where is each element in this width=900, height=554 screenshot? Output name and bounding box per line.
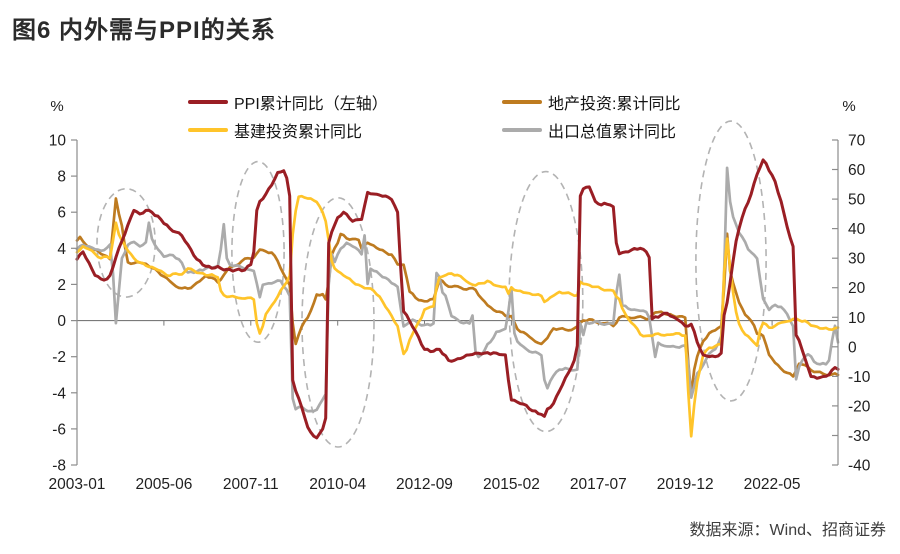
right-tick-label: 20 xyxy=(848,280,866,297)
right-tick-label: 70 xyxy=(848,133,866,150)
highlight-ellipse xyxy=(301,196,375,448)
right-tick-label: -30 xyxy=(848,428,871,445)
x-tick-label: 2003-01 xyxy=(49,476,106,493)
legend-label-ppi: PPI累计同比（左轴） xyxy=(234,96,388,113)
series-line-2 xyxy=(75,194,840,438)
left-tick-label: -2 xyxy=(52,349,66,366)
legend-swatch-ppi xyxy=(188,100,228,104)
series-line-3 xyxy=(75,166,840,413)
x-tick-label: 2010-04 xyxy=(309,476,366,493)
right-tick-label: -40 xyxy=(848,458,871,475)
x-tick-label: 2015-02 xyxy=(483,476,540,493)
highlight-ellipse xyxy=(231,160,285,343)
series-line-0 xyxy=(75,158,840,440)
legend-item-exports: 出口总值累计同比 xyxy=(502,118,676,142)
right-tick-label: 40 xyxy=(848,221,866,238)
left-tick-label: 4 xyxy=(57,241,66,258)
legend-swatch-infrastructure xyxy=(188,128,228,132)
left-tick-label: -6 xyxy=(52,421,66,438)
right-tick-label: -20 xyxy=(848,398,871,415)
left-tick-label: -4 xyxy=(52,385,66,402)
legend-label-exports: 出口总值累计同比 xyxy=(548,124,677,141)
series-line-1 xyxy=(75,197,840,397)
right-tick-label: 0 xyxy=(848,339,857,356)
left-tick-label: 8 xyxy=(57,169,66,186)
left-tick-label: 10 xyxy=(49,133,67,150)
legend-swatch-exports xyxy=(502,128,542,132)
left-tick-label: 0 xyxy=(57,313,66,330)
x-tick-label: 2017-07 xyxy=(570,476,627,493)
x-tick-label: 2022-05 xyxy=(744,476,801,493)
left-tick-label: -8 xyxy=(52,458,66,475)
right-axis-unit: % xyxy=(842,98,856,115)
right-tick-label: 10 xyxy=(848,310,866,327)
data-source: 数据来源：Wind、招商证券 xyxy=(689,522,886,539)
left-tick-label: 6 xyxy=(57,205,66,222)
highlight-ellipse xyxy=(695,120,767,402)
x-tick-label: 2019-12 xyxy=(657,476,714,493)
left-axis-unit: % xyxy=(50,98,64,115)
legend-item-realestate: 地产投资:累计同比 xyxy=(502,90,680,114)
x-tick-label: 2005-06 xyxy=(135,476,192,493)
right-tick-label: -10 xyxy=(848,369,871,386)
figure-title: 图6 内外需与PPI的关系 xyxy=(12,17,276,44)
legend-label-infrastructure: 基建投资累计同比 xyxy=(234,124,363,141)
left-tick-label: 2 xyxy=(57,277,66,294)
right-tick-label: 60 xyxy=(848,162,866,179)
x-tick-label: 2012-09 xyxy=(396,476,453,493)
right-tick-label: 50 xyxy=(848,192,866,209)
right-tick-label: 30 xyxy=(848,251,866,268)
legend-swatch-realestate xyxy=(502,100,542,104)
legend-label-realestate: 地产投资:累计同比 xyxy=(548,96,681,113)
legend-item-infrastructure: 基建投资累计同比 xyxy=(188,118,362,142)
legend-item-ppi: PPI累计同比（左轴） xyxy=(188,90,388,114)
x-tick-label: 2007-11 xyxy=(223,476,279,493)
